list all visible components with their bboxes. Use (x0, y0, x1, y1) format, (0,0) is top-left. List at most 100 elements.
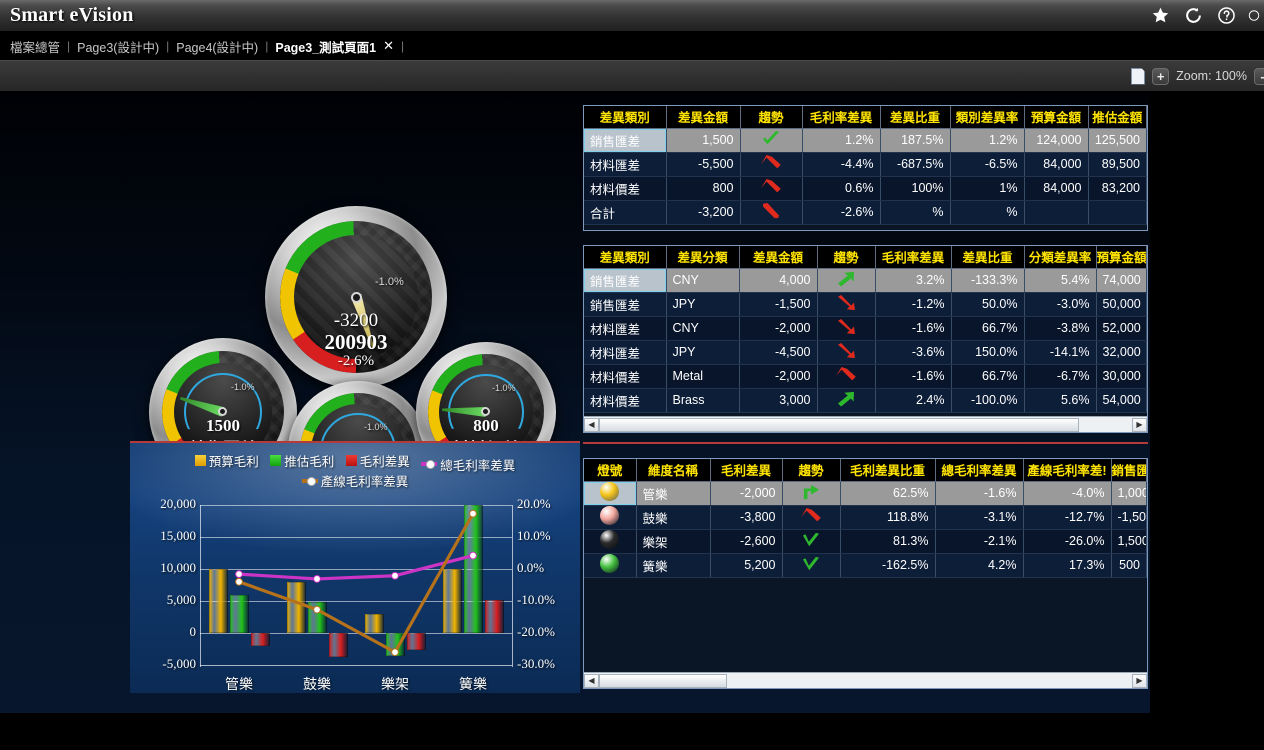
gauge-group: -1.0% -3200 200903 -2.6% -1.0% 1500 銷售匯差… (0, 93, 575, 521)
document-icon[interactable] (1131, 67, 1146, 85)
column-header[interactable]: 毛利率差異 (875, 246, 952, 269)
chart-data-point[interactable] (391, 571, 399, 580)
tab-page4-design[interactable]: Page4(設計中) (169, 32, 265, 60)
column-header[interactable]: 燈號 (584, 459, 637, 482)
value-cell: -4.0% (1023, 481, 1112, 506)
chart-bar[interactable] (307, 602, 327, 633)
table-row[interactable]: 材料匯差 CNY -2,000 -1.6% 66.7% -3.8% 52,000 (584, 316, 1147, 341)
chart-bar[interactable] (229, 594, 249, 633)
table-row[interactable]: 材料價差 800 0.6% 100% 1% 84,000 83,200 (584, 176, 1147, 201)
column-header[interactable]: 趨勢 (740, 106, 803, 129)
chart-bar[interactable] (328, 633, 348, 658)
legend-item[interactable]: 預算毛利 (194, 451, 259, 470)
zoom-in-button[interactable]: + (1152, 67, 1170, 85)
column-header[interactable]: 毛利差異 (710, 459, 783, 482)
table-row[interactable]: 材料價差 Brass 3,000 2.4% -100.0% 5.6% 54,000 (584, 388, 1147, 413)
scroll-left-arrow[interactable]: ◀ (584, 673, 599, 688)
column-header[interactable]: 毛利差異比重 (840, 459, 936, 482)
table-body: 銷售匯差 1,500 1.2% 187.5% 1.2% 124,000 125,500 材料匯… (584, 128, 1147, 225)
chart-bar[interactable] (385, 633, 405, 657)
column-header[interactable]: 差異分類 (666, 246, 740, 269)
table-row[interactable]: 鼓樂-3,800 118.8%-3.1%-12.7%-1,500 (584, 505, 1147, 530)
value-cell: 5.6% (1024, 388, 1097, 413)
value-cell: 150.0% (951, 340, 1025, 365)
chart-bar[interactable] (286, 581, 306, 633)
column-header[interactable]: 差異金額 (666, 106, 741, 129)
favorite-star-icon[interactable] (1149, 5, 1171, 27)
scroll-right-arrow[interactable]: ▶ (1132, 673, 1147, 688)
table-row[interactable]: 材料價差 Metal -2,000 -1.6% 66.7% -6.7% 30,000 (584, 364, 1147, 389)
chart-bar[interactable] (250, 633, 270, 646)
column-header[interactable]: 毛利率差異 (802, 106, 881, 129)
table2-horizontal-scrollbar[interactable]: ◀ ▶ (584, 416, 1147, 432)
total-variance-gauge[interactable]: -1.0% -3200 200903 -2.6% (265, 206, 447, 388)
scrollbar-track[interactable] (1079, 417, 1132, 432)
column-header[interactable]: 差異金額 (739, 246, 818, 269)
column-header[interactable]: 差異類別 (584, 246, 667, 269)
title-bar: Smart eVision (0, 0, 1264, 32)
chart-data-point[interactable] (313, 575, 321, 583)
legend-item[interactable]: 產線毛利率差異 (301, 471, 408, 490)
label-cell: JPY (666, 340, 740, 365)
legend-item[interactable]: 推估毛利 (270, 451, 334, 470)
tab-file-explorer[interactable]: 檔案總管 (0, 32, 67, 60)
legend-label: 預算毛利 (208, 455, 259, 469)
tab-page3-test1[interactable]: Page3_測試頁面1 ✕ (268, 32, 401, 60)
help-icon[interactable] (1215, 5, 1237, 27)
scrollbar-track[interactable] (727, 673, 1132, 688)
table-row[interactable]: 管樂 -2,000 62.5% -1.6% -4.0% 1,000 (584, 481, 1147, 506)
column-header[interactable]: 趨勢 (817, 246, 876, 269)
info-icon[interactable] (1248, 5, 1260, 27)
table-row[interactable]: 材料匯差 -5,500 -4.4% -687.5% -6.5% 84,000 89,500 (584, 152, 1147, 177)
trend-cell (817, 340, 876, 365)
legend-label: 毛利差異 (359, 455, 410, 469)
column-header[interactable]: 推估金額 (1088, 106, 1147, 129)
chart-bar[interactable] (463, 505, 483, 633)
y2-axis-tick-label: 10.0% (517, 528, 551, 543)
zoom-out-button[interactable]: - (1254, 67, 1264, 85)
trend-down-green-icon (803, 556, 819, 570)
column-header[interactable]: 銷售匯差 (1111, 459, 1147, 482)
table-row[interactable]: 銷售匯差 1,500 1.2% 187.5% 1.2% 124,000 125,500 (584, 128, 1147, 153)
column-header[interactable]: 差異比重 (880, 106, 951, 129)
chart-bar[interactable] (406, 633, 426, 650)
column-header[interactable]: 分類差異率 (1024, 246, 1097, 269)
scroll-right-arrow[interactable]: ▶ (1132, 417, 1147, 432)
table-row[interactable]: 銷售匯差 JPY -1,500 -1.2% 50.0% -3.0% 50,000 (584, 292, 1147, 317)
table3-horizontal-scrollbar[interactable]: ◀ ▶ (584, 672, 1147, 688)
chart-bar[interactable] (208, 569, 228, 633)
column-header[interactable]: 預算金額 (1024, 106, 1089, 129)
legend-item[interactable]: 毛利差異 (345, 451, 410, 470)
scroll-left-arrow[interactable]: ◀ (584, 417, 599, 432)
legend-item[interactable]: 總毛利率差異 (421, 455, 515, 474)
tab-page3-design[interactable]: Page3(設計中) (70, 32, 166, 60)
column-header[interactable]: 預算金額 (1096, 246, 1147, 269)
trend-up-red-icon (801, 507, 821, 521)
trend-right-green-icon (803, 484, 819, 499)
column-header[interactable]: 趨勢 (782, 459, 841, 482)
chart-bar[interactable] (442, 569, 462, 633)
refresh-icon[interactable] (1182, 5, 1204, 27)
table-row[interactable]: 材料匯差 JPY -4,500 -3.6% 150.0% -14.1% 32,000 (584, 340, 1147, 365)
label-cell: 銷售匯差 (584, 128, 667, 153)
legend-swatch (194, 455, 206, 466)
margin-variance-chart[interactable]: 預算毛利 推估毛利 毛利差異 總毛利率差異 產線毛利率差異 20,000 15,0… (130, 441, 580, 693)
column-header[interactable]: 產線毛利率差! (1023, 459, 1112, 482)
table-row[interactable]: 樂架 -2,600 81.3% -2.1% -26.0% 1,500 (584, 529, 1147, 554)
scrollbar-thumb[interactable] (599, 673, 727, 688)
chart-bar[interactable] (484, 599, 504, 633)
close-icon[interactable]: ✕ (383, 38, 394, 53)
table-row[interactable]: 合計 -3,200 -2.6%%% (584, 200, 1147, 225)
chart-data-point[interactable] (235, 577, 243, 586)
chart-data-point[interactable] (235, 570, 243, 579)
column-header[interactable]: 總毛利率差異 (935, 459, 1024, 482)
column-header[interactable]: 差異比重 (951, 246, 1025, 269)
table-row[interactable]: 簧樂 5,200 -162.5% 4.2% 17.3% 500 (584, 553, 1147, 578)
table-row[interactable]: 銷售匯差 CNY 4,000 3.2% -133.3% 5.4% 74,000 (584, 268, 1147, 293)
column-header[interactable]: 差異類別 (584, 106, 667, 129)
tab-separator: | (166, 39, 170, 53)
column-header[interactable]: 類別差異率 (950, 106, 1025, 129)
chart-bar[interactable] (364, 613, 384, 633)
scrollbar-thumb[interactable] (599, 417, 1079, 432)
column-header[interactable]: 維度名稱 (636, 459, 711, 482)
